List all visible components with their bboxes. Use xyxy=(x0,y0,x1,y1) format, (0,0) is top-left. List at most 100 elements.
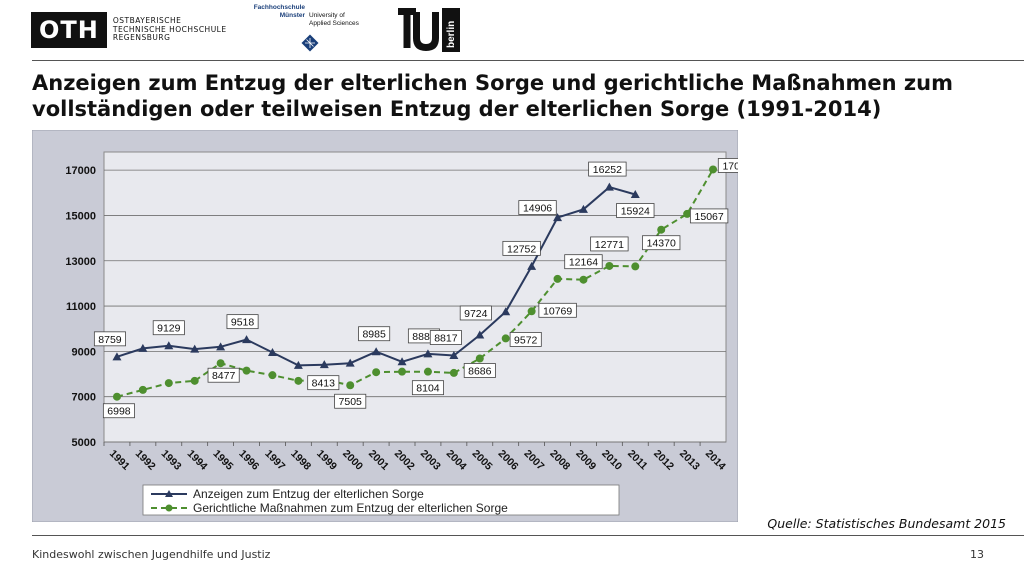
data-label: 16252 xyxy=(593,164,622,176)
oth-name-line: TECHNISCHE HOCHSCHULE xyxy=(112,24,227,34)
data-point-circle xyxy=(398,367,407,376)
data-point-circle xyxy=(657,225,666,234)
data-point-triangle xyxy=(319,360,329,369)
data-label-box xyxy=(642,235,681,251)
data-label: 15924 xyxy=(621,206,650,218)
data-point-circle xyxy=(527,307,536,316)
footer-divider xyxy=(32,535,1024,536)
data-label-box xyxy=(459,305,492,321)
data-label-box xyxy=(93,331,126,347)
series-line-massnahmen xyxy=(116,168,714,398)
tu-logo-text: berlin xyxy=(446,21,457,48)
data-label: 9572 xyxy=(514,334,538,346)
slide-title: Anzeigen zum Entzug der elterlichen Sorg… xyxy=(32,71,953,121)
data-label: 7505 xyxy=(339,396,363,408)
data-label-box xyxy=(502,240,541,256)
data-label-box xyxy=(226,314,259,330)
legend-box xyxy=(142,484,620,516)
data-label: 17029 xyxy=(722,160,738,172)
data-point-triangle xyxy=(112,352,122,361)
legend-label: Anzeigen zum Entzug der elterlichen Sorg… xyxy=(193,487,424,501)
footer-text: Kindeswohl zwischen Jugendhilfe und Just… xyxy=(32,548,271,561)
data-point-circle xyxy=(346,381,355,390)
data-label: 12771 xyxy=(595,239,624,251)
data-point-triangle xyxy=(216,342,226,351)
data-label-box xyxy=(590,236,629,252)
data-point-circle xyxy=(709,165,718,174)
y-tick-label: 5000 xyxy=(72,437,96,449)
data-point-circle xyxy=(553,274,562,283)
data-point-triangle xyxy=(371,347,381,356)
data-label-box xyxy=(689,208,729,224)
data-point-circle xyxy=(605,261,614,270)
data-label-box xyxy=(207,367,240,383)
data-label-box xyxy=(307,375,340,391)
data-label-box xyxy=(358,326,391,342)
data-point-circle xyxy=(631,262,640,271)
y-tick-label: 11000 xyxy=(66,301,96,313)
oth-name-line: OSTBAYERISCHE xyxy=(112,16,182,26)
data-point-triangle xyxy=(475,330,485,339)
data-point-circle xyxy=(449,368,458,377)
data-label-box xyxy=(509,332,542,347)
data-label: 8759 xyxy=(98,334,122,346)
y-tick-label: 15000 xyxy=(65,210,96,222)
data-label: 8104 xyxy=(416,383,440,395)
data-point-circle xyxy=(268,371,277,380)
data-label: 8477 xyxy=(212,370,236,382)
oth-logo: OTH OSTBAYERISCHE TECHNISCHE HOCHSCHULE … xyxy=(31,12,227,48)
data-point-triangle xyxy=(345,358,355,367)
data-label-box xyxy=(564,254,603,270)
data-point-triangle xyxy=(242,335,252,344)
data-label-box xyxy=(538,302,577,318)
data-point-triangle xyxy=(578,204,588,213)
data-point-circle xyxy=(242,366,251,375)
data-point-triangle xyxy=(164,341,174,350)
data-point-circle xyxy=(501,334,510,343)
data-label: 8413 xyxy=(312,378,336,390)
data-label-box xyxy=(588,161,627,177)
legend-label: Gerichtliche Maßnahmen zum Entzug der el… xyxy=(193,501,508,515)
data-point-triangle xyxy=(449,351,459,360)
data-point-triangle xyxy=(190,344,200,353)
data-point-triangle xyxy=(267,348,277,357)
data-label: 10769 xyxy=(543,305,572,317)
data-label-box xyxy=(152,320,185,336)
data-label-box xyxy=(411,380,444,396)
page-number: 13 xyxy=(970,548,984,561)
data-label: 14370 xyxy=(647,238,676,250)
tu-berlin-logo: berlin xyxy=(398,8,460,52)
oth-name-line: REGENSBURG xyxy=(112,33,171,43)
source-note: Quelle: Statistisches Bundesamt 2015 xyxy=(767,516,1006,531)
data-point-circle xyxy=(112,392,121,401)
data-point-triangle xyxy=(397,357,407,366)
data-label: 8817 xyxy=(434,333,458,345)
data-point-circle xyxy=(294,376,303,385)
data-label-box xyxy=(616,203,655,218)
data-label: 8686 xyxy=(468,365,492,377)
plot-area xyxy=(103,151,727,443)
data-label-box xyxy=(334,393,367,409)
data-label-box xyxy=(463,363,496,378)
data-label: 12752 xyxy=(507,243,536,255)
data-point-circle xyxy=(164,379,173,388)
oth-logo-text: OSTBAYERISCHE TECHNISCHE HOCHSCHULE REGE… xyxy=(113,17,227,43)
header-divider xyxy=(32,60,1024,61)
data-point-triangle xyxy=(138,343,148,352)
data-point-circle xyxy=(423,367,432,376)
y-tick-label: 17000 xyxy=(65,165,96,177)
fh-name-line: Fachhochschule xyxy=(253,4,305,11)
y-tick-label: 9000 xyxy=(72,346,96,358)
fh-muenster-logo: Fachhochschule Münster University of App… xyxy=(253,4,373,56)
data-label-box xyxy=(518,200,557,215)
data-label-box xyxy=(429,330,462,345)
oth-logo-mark: OTH xyxy=(31,12,107,48)
fh-name-line: Münster xyxy=(279,12,305,19)
data-label-box xyxy=(102,403,135,419)
legend-marker-circle xyxy=(165,504,173,512)
data-label: 15067 xyxy=(695,211,724,223)
fh-sub-line: Applied Sciences xyxy=(309,20,359,27)
data-point-triangle xyxy=(293,360,303,369)
data-label: 8985 xyxy=(362,329,386,341)
